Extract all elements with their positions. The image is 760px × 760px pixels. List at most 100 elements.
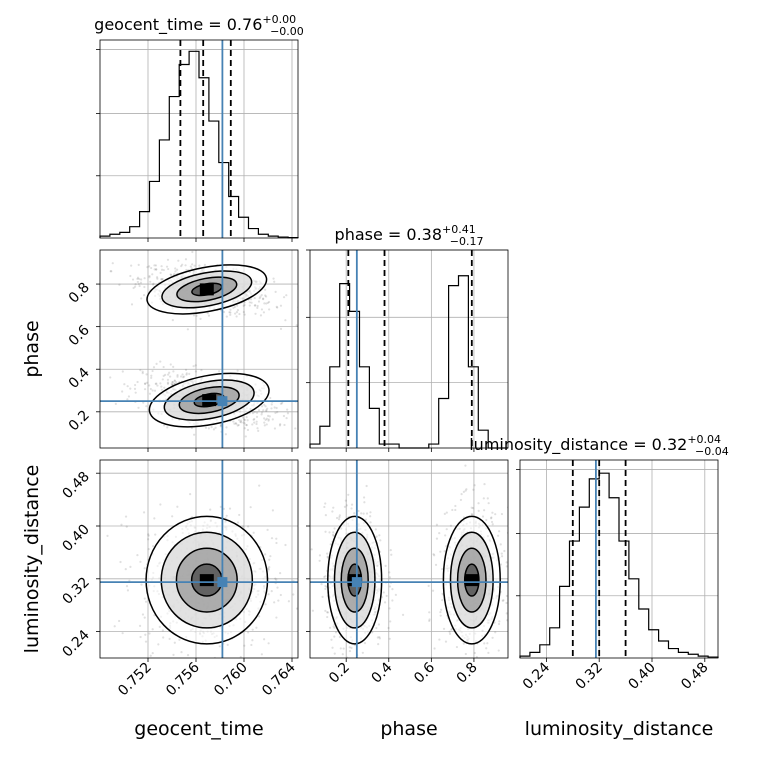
sample-point bbox=[176, 505, 179, 508]
sample-point bbox=[268, 566, 271, 569]
sample-point bbox=[263, 424, 266, 427]
sample-point bbox=[326, 615, 329, 619]
sample-point bbox=[243, 427, 246, 430]
title-main: phase = 0.38 bbox=[335, 225, 442, 244]
sample-point bbox=[206, 312, 209, 315]
sample-point bbox=[237, 423, 240, 427]
sample-point bbox=[225, 426, 228, 429]
sample-point bbox=[470, 506, 473, 509]
sample-point bbox=[238, 419, 241, 422]
sample-point bbox=[263, 638, 266, 641]
sample-point bbox=[334, 631, 338, 634]
sample-point bbox=[326, 555, 329, 558]
sample-point bbox=[164, 373, 167, 376]
sample-point bbox=[486, 642, 489, 645]
panel-frame bbox=[99, 39, 299, 239]
sample-point bbox=[388, 571, 391, 574]
sample-point bbox=[126, 385, 129, 388]
sample-point bbox=[485, 647, 488, 650]
sample-point bbox=[166, 378, 170, 381]
sample-point bbox=[109, 270, 112, 273]
sample-point bbox=[390, 553, 393, 556]
sample-point bbox=[473, 651, 476, 655]
title-lower-error: −0.17 bbox=[450, 235, 484, 248]
sample-point bbox=[279, 304, 283, 307]
x-axis-label-phase: phase bbox=[380, 718, 437, 740]
x-tick-label: 0.8 bbox=[454, 660, 481, 687]
sample-point bbox=[218, 370, 221, 373]
sample-point bbox=[139, 560, 142, 563]
sample-point bbox=[260, 293, 263, 297]
sample-point bbox=[255, 411, 259, 414]
sample-point bbox=[502, 599, 505, 602]
sample-point bbox=[259, 314, 263, 317]
sample-point bbox=[267, 419, 270, 422]
sample-point bbox=[374, 528, 377, 531]
histogram-geocent_time bbox=[99, 50, 299, 239]
sample-point bbox=[517, 558, 519, 560]
sample-point bbox=[329, 543, 332, 546]
sample-point bbox=[252, 418, 255, 421]
x-tick-label: 0.4 bbox=[369, 659, 396, 686]
sample-point bbox=[149, 280, 152, 283]
sample-point bbox=[265, 417, 268, 420]
sample-point bbox=[143, 388, 147, 391]
sample-point bbox=[438, 638, 441, 641]
sample-point bbox=[152, 544, 155, 548]
sample-point bbox=[275, 616, 278, 619]
sample-point bbox=[235, 315, 238, 318]
sample-point bbox=[270, 407, 273, 410]
sample-point bbox=[282, 296, 286, 299]
sample-point bbox=[263, 302, 266, 305]
sample-point bbox=[177, 259, 180, 262]
sample-point bbox=[145, 373, 148, 376]
sample-point bbox=[244, 435, 247, 438]
sample-point bbox=[482, 497, 485, 500]
sample-point bbox=[320, 582, 323, 586]
x-tick-label: 0.752 bbox=[115, 660, 155, 700]
sample-point bbox=[318, 559, 321, 562]
sample-point bbox=[477, 662, 479, 664]
sample-point bbox=[333, 527, 336, 530]
sample-point bbox=[428, 618, 431, 621]
sample-point bbox=[171, 515, 174, 518]
sample-point bbox=[186, 654, 190, 657]
sample-point bbox=[394, 593, 397, 596]
sample-point bbox=[428, 619, 431, 623]
sample-point bbox=[324, 514, 327, 517]
sample-point bbox=[161, 277, 164, 281]
sample-point bbox=[505, 565, 508, 568]
panel-title-luminosity_distance: luminosity_distance = 0.32+0.04 −0.04 bbox=[469, 433, 729, 458]
sample-point bbox=[364, 518, 368, 521]
sample-point bbox=[384, 564, 387, 567]
sample-point bbox=[264, 294, 267, 297]
sample-point bbox=[250, 643, 253, 647]
sample-point bbox=[171, 380, 174, 384]
sample-point bbox=[264, 405, 267, 408]
sample-point bbox=[473, 484, 476, 487]
sample-point bbox=[295, 607, 298, 610]
sample-point bbox=[332, 531, 335, 534]
sample-point bbox=[150, 374, 153, 377]
sample-point bbox=[351, 682, 353, 684]
sample-point bbox=[483, 483, 486, 486]
sample-point bbox=[497, 649, 500, 652]
sample-point bbox=[238, 513, 241, 517]
sample-point bbox=[280, 402, 284, 405]
sample-point bbox=[285, 417, 288, 420]
sample-point bbox=[225, 315, 228, 318]
sample-point bbox=[236, 309, 240, 312]
sample-point bbox=[151, 389, 154, 392]
sample-point bbox=[369, 511, 372, 514]
sample-point bbox=[153, 389, 157, 392]
sample-point bbox=[362, 496, 366, 499]
sample-point bbox=[311, 609, 314, 612]
sample-point bbox=[324, 502, 327, 505]
sample-point bbox=[210, 660, 212, 662]
sample-point bbox=[194, 370, 197, 373]
title-main: luminosity_distance = 0.32 bbox=[469, 435, 687, 455]
sample-point bbox=[235, 422, 238, 426]
sample-point bbox=[143, 597, 146, 600]
sample-point bbox=[158, 625, 161, 628]
sample-point bbox=[338, 635, 341, 639]
